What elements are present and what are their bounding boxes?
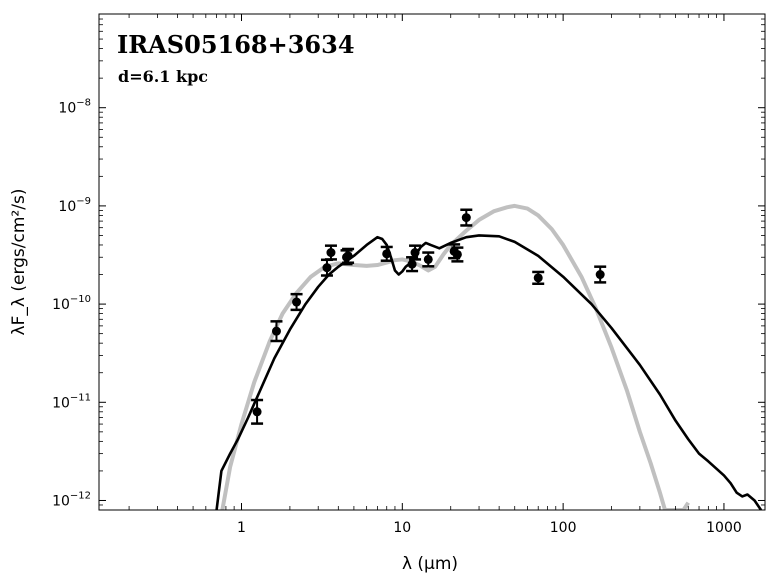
data-marker xyxy=(407,259,417,269)
data-point xyxy=(324,244,337,261)
x-tick-label: 1 xyxy=(237,520,246,536)
y-tick-label: 10−12 xyxy=(52,490,91,509)
data-marker xyxy=(595,270,605,280)
data-point xyxy=(532,270,545,285)
data-marker xyxy=(292,297,302,307)
data-point xyxy=(342,247,355,264)
data-marker xyxy=(326,248,336,258)
model-curves xyxy=(215,203,763,510)
data-points xyxy=(251,208,607,425)
data-marker xyxy=(423,254,433,264)
chart-subtitle: d=6.1 kpc xyxy=(118,67,208,86)
data-marker xyxy=(271,326,281,336)
y-tick-label: 10−11 xyxy=(52,392,91,411)
data-point xyxy=(460,208,473,227)
axis-ticks: 1 10 100 1000 10−12 10−11 10−10 10−9 10−8 xyxy=(52,13,765,536)
plot-frame xyxy=(98,13,766,511)
data-marker xyxy=(452,249,462,259)
data-marker xyxy=(533,273,543,283)
data-point xyxy=(594,265,607,284)
data-marker xyxy=(343,251,353,261)
data-point xyxy=(270,320,283,343)
sed-model-line-1 xyxy=(220,203,690,510)
x-tick-label: 1000 xyxy=(706,520,742,536)
data-point xyxy=(409,244,422,261)
data-marker xyxy=(322,263,332,273)
y-tick-label: 10−9 xyxy=(58,196,91,215)
data-point xyxy=(422,251,435,268)
y-axis-label: λF_λ (ergs/cm²/s) xyxy=(9,189,29,336)
data-marker xyxy=(410,248,420,258)
data-marker xyxy=(252,407,262,417)
x-axis-label: λ (μm) xyxy=(402,554,458,574)
sed-model-line-2 xyxy=(215,234,763,510)
data-point xyxy=(251,398,264,425)
chart-title: IRAS05168+3634 xyxy=(117,30,355,59)
data-point xyxy=(290,292,303,312)
data-point xyxy=(380,245,393,262)
y-tick-label: 10−8 xyxy=(58,98,91,117)
data-marker xyxy=(382,249,392,259)
data-point xyxy=(406,256,419,273)
x-tick-label: 10 xyxy=(393,520,411,536)
x-tick-label: 100 xyxy=(550,520,577,536)
data-marker xyxy=(461,213,471,223)
data-point xyxy=(451,246,464,263)
y-tick-label: 10−10 xyxy=(52,294,91,313)
